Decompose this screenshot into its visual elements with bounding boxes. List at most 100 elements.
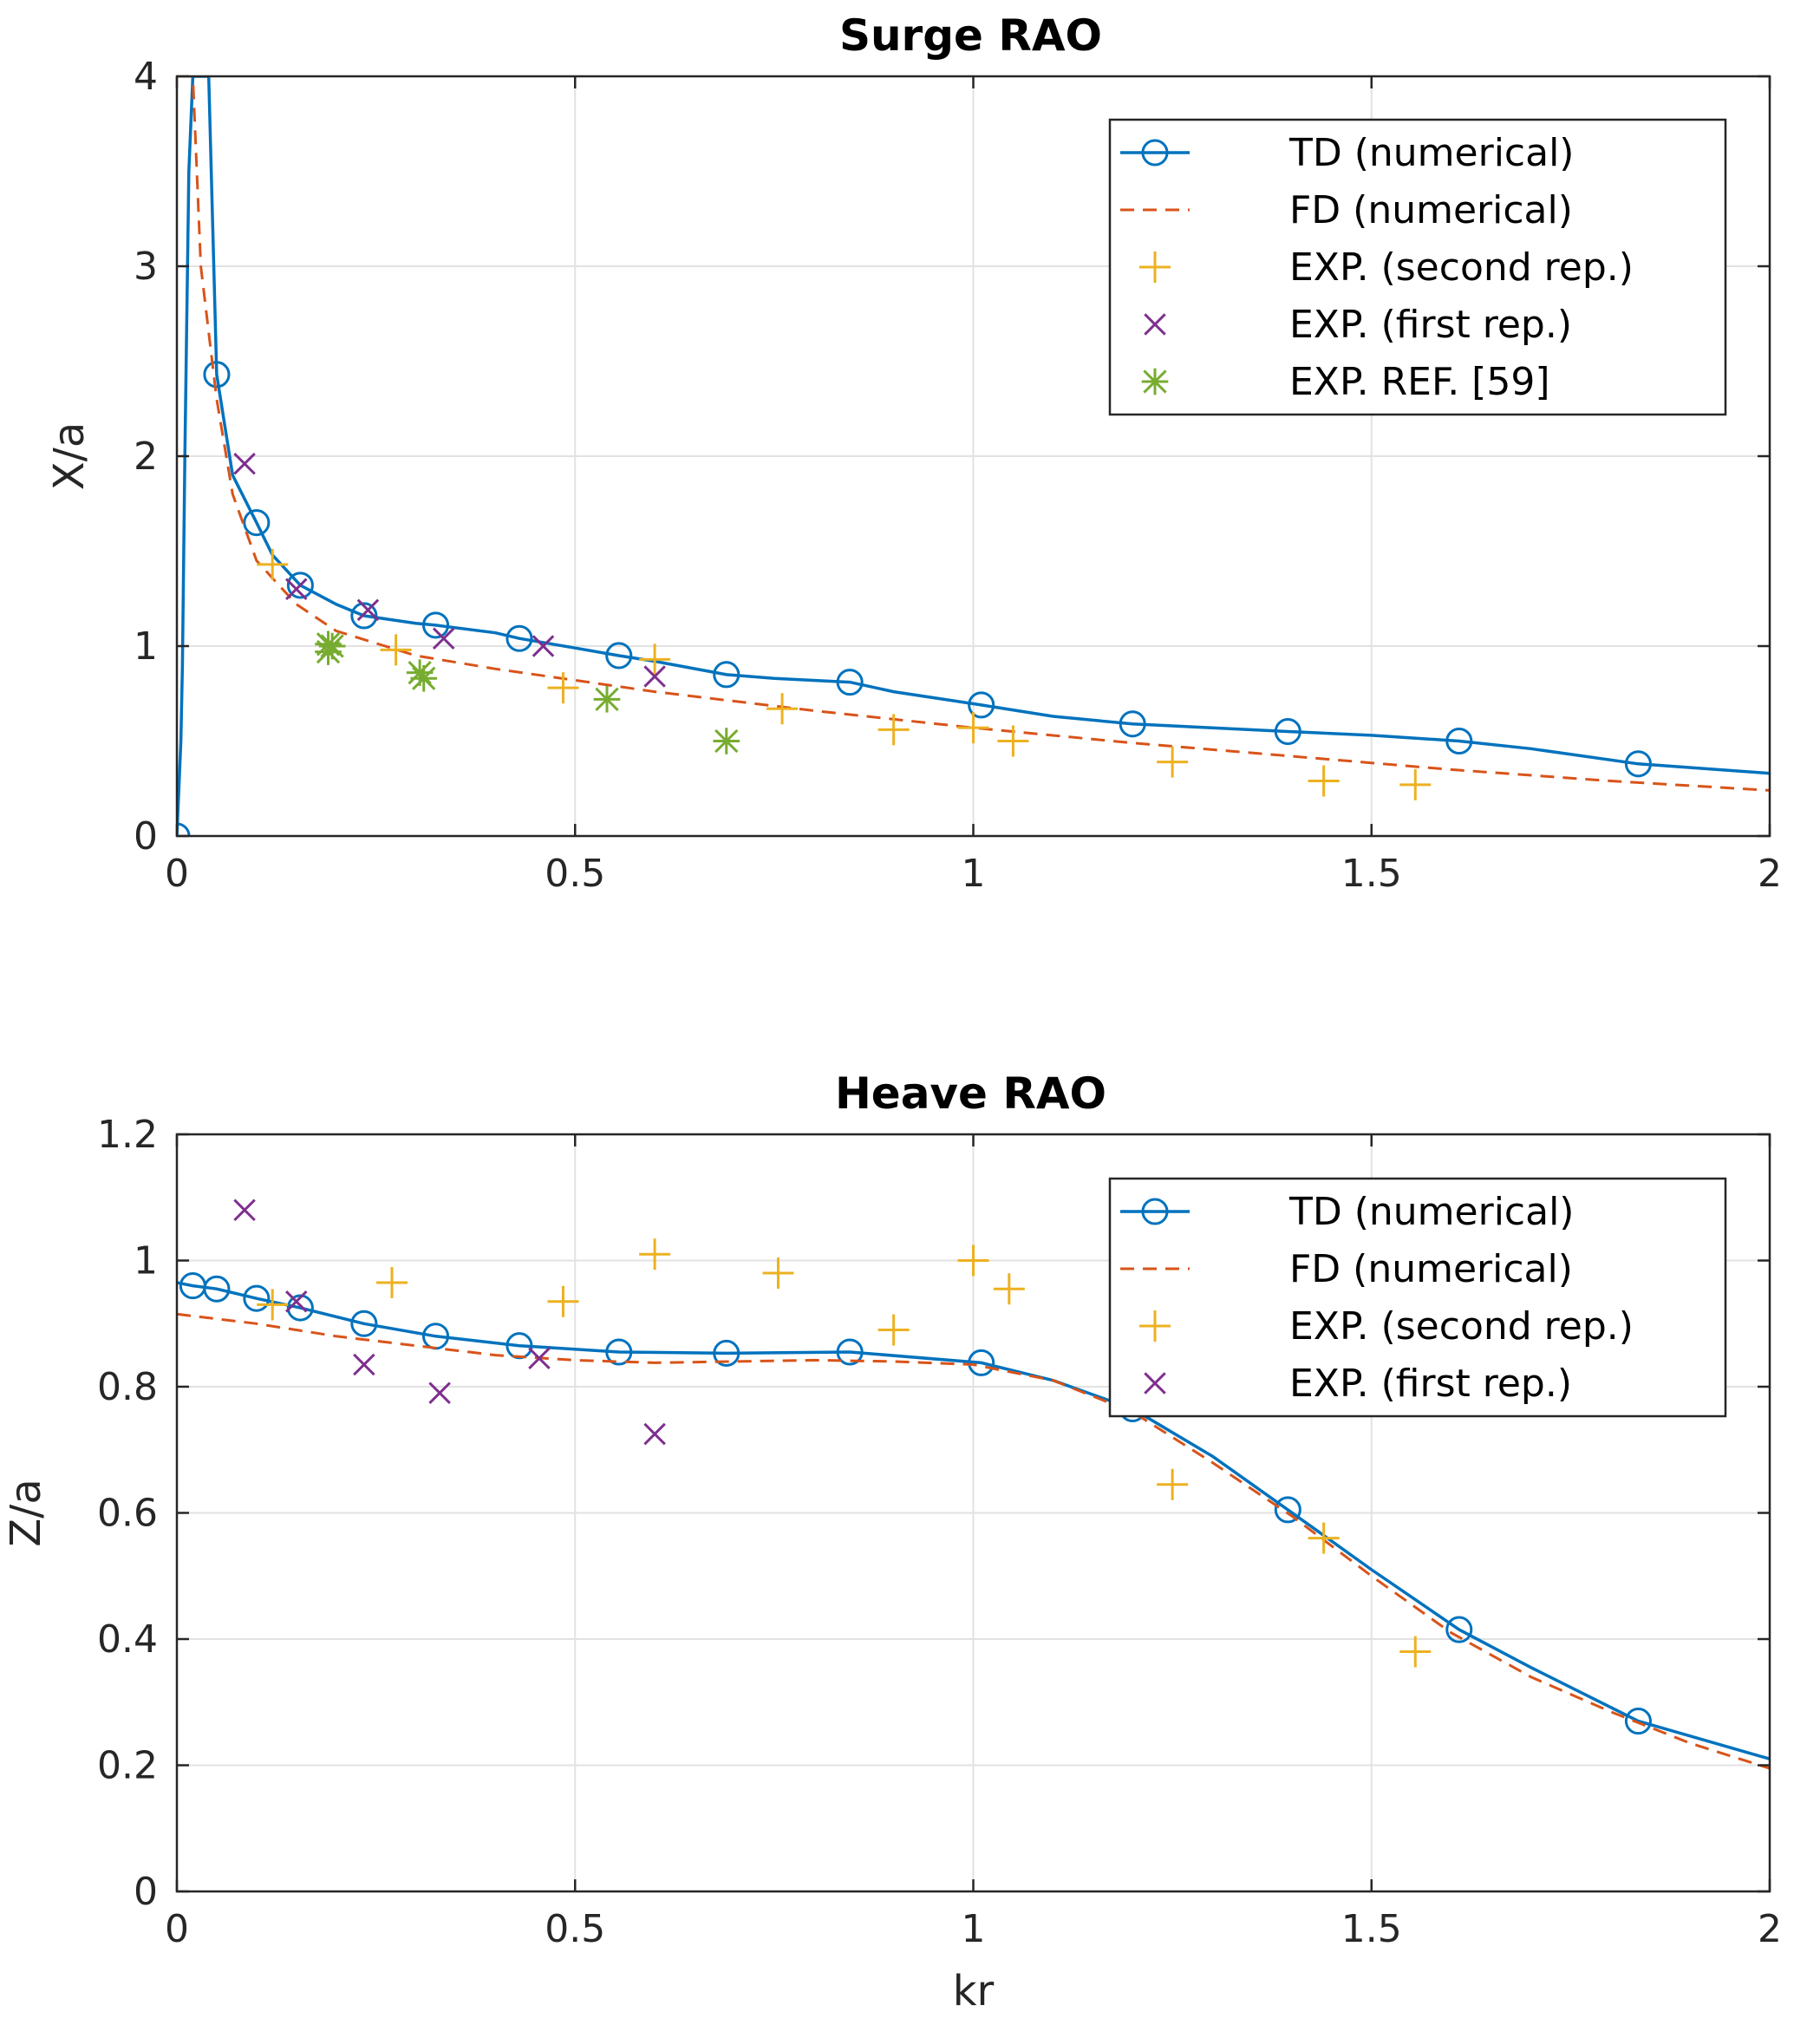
surge-exp_second-point (1308, 765, 1340, 797)
heave-series-exp_second (257, 1238, 1432, 1668)
surge-y-tick-label: 4 (134, 55, 158, 99)
surge-legend-label-exp_ref: EXP. REF. [59] (1289, 360, 1550, 404)
surge-legend-swatch-exp_ref (1141, 368, 1169, 395)
surge-exp_ref-point (713, 728, 740, 754)
heave-exp_second-point (257, 1289, 289, 1321)
surge-y-tick-label: 3 (134, 245, 158, 289)
surge-exp_first-point (643, 665, 666, 688)
surge-exp_first-point (432, 627, 455, 650)
surge-td-point (506, 624, 533, 652)
heave-exp_first-point (285, 1290, 308, 1313)
heave-plot-area (177, 1199, 1770, 1770)
heave-exp_first-point (428, 1382, 451, 1405)
heave-y-tick-label: 0.4 (97, 1617, 158, 1662)
heave-y-tick-label: 1.2 (97, 1113, 158, 1157)
heave-legend-item-exp_first: EXP. (first rep.) (1144, 1362, 1572, 1406)
heave-exp_second-point (375, 1266, 408, 1298)
surge-x-tick-label: 1 (962, 852, 986, 896)
surge-exp_first-point (285, 578, 308, 601)
heave-exp_first-point (353, 1353, 375, 1376)
heave-td-point (1274, 1496, 1301, 1524)
heave-exp_second-point (547, 1285, 579, 1317)
surge-y-tick-label: 1 (134, 624, 158, 669)
surge-legend-label-td: TD (numerical) (1288, 131, 1574, 175)
surge-exp_second-point (380, 634, 412, 666)
heave-td-point (713, 1339, 740, 1367)
heave-x-tick-label: 1 (962, 1907, 986, 1951)
heave-legend-swatch-exp_second (1139, 1310, 1171, 1342)
surge-td-point (203, 361, 231, 389)
surge-series-exp_ref (315, 630, 740, 754)
heave-exp_second-point (993, 1273, 1025, 1305)
heave-exp_second-point (957, 1244, 989, 1277)
heave-td-point (350, 1310, 378, 1337)
surge-y-tick-label: 2 (134, 434, 158, 479)
surge-x-tick-label: 1.5 (1341, 852, 1402, 896)
heave-exp_second-point (1308, 1522, 1340, 1554)
surge-title: Surge RAO (839, 10, 1102, 61)
heave-series-fd (177, 1312, 1770, 1770)
heave-x-tick-label: 1.5 (1341, 1907, 1402, 1951)
heave-rao-chart: 0 0.5 1 1.5 2 0 0.2 0.4 0.6 0.8 1 1.2 Heave RAO Z/a… (2, 1068, 1782, 2015)
heave-td-point (203, 1275, 231, 1303)
surge-td-point (605, 642, 633, 670)
surge-exp_ref-point (315, 638, 342, 665)
heave-fd-line (177, 1312, 1770, 1770)
heave-legend-item-fd: FD (numerical) (1120, 1247, 1573, 1291)
heave-td-point (968, 1349, 995, 1376)
heave-legend-label-fd: FD (numerical) (1289, 1247, 1573, 1291)
surge-exp_second-point (639, 643, 671, 676)
heave-legend-swatch-exp_first (1144, 1372, 1166, 1395)
heave-legend-swatch-td (1141, 1198, 1169, 1225)
surge-legend-swatch-exp_second (1139, 251, 1171, 283)
surge-td-point (1274, 718, 1301, 746)
surge-exp_second-point (547, 672, 579, 704)
surge-y-axis-label: X/a (45, 422, 94, 490)
heave-legend: TD (numerical) FD (numerical) EXP. (second… (1108, 1177, 1727, 1418)
surge-y-tick-label: 0 (134, 814, 158, 859)
surge-series-td (177, 76, 1770, 836)
heave-legend-label-exp_first: EXP. (first rep.) (1289, 1362, 1572, 1406)
surge-exp_second-point (766, 693, 799, 725)
surge-td-point (286, 572, 314, 599)
heave-exp_second-point (1157, 1468, 1189, 1500)
surge-exp_second-point (957, 712, 989, 744)
surge-rao-chart: 0 0.5 1 1.5 2 0 1 2 3 4 Surge RAO X/a TD (numeric… (45, 10, 1782, 896)
surge-td-point (1119, 710, 1146, 738)
heave-legend-label-exp_second: EXP. (second rep.) (1289, 1304, 1634, 1349)
surge-legend-label-fd: FD (numerical) (1289, 188, 1573, 232)
surge-td-point (1445, 727, 1473, 755)
surge-series-exp_second (257, 548, 1432, 800)
surge-exp_second-point (1157, 746, 1189, 778)
heave-y-tick-label: 0 (134, 1870, 158, 1914)
heave-legend-item-exp_second: EXP. (second rep.) (1139, 1304, 1634, 1349)
surge-exp_second-point (877, 714, 910, 746)
surge-td-point (243, 509, 271, 537)
heave-y-tick-label: 0.8 (97, 1365, 158, 1409)
surge-exp_ref-point (410, 664, 438, 692)
heave-exp_second-point (1399, 1636, 1432, 1668)
surge-exp_first-point (233, 452, 256, 475)
surge-legend-label-exp_second: EXP. (second rep.) (1289, 245, 1634, 290)
surge-legend-label-exp_first: EXP. (first rep.) (1289, 303, 1572, 347)
heave-x-axis-label: kr (953, 1967, 995, 2015)
heave-x-tick-label: 2 (1758, 1907, 1782, 1951)
surge-td-point (836, 669, 864, 696)
heave-legend-item-td: TD (numerical) (1120, 1190, 1574, 1234)
heave-td-point (836, 1338, 864, 1366)
surge-x-tick-label: 0 (165, 852, 189, 896)
surge-td-point (350, 602, 378, 630)
surge-fd-line (179, 76, 1770, 792)
surge-exp_second-point (997, 725, 1029, 757)
heave-y-tick-label: 0.2 (97, 1744, 158, 1788)
heave-td-point (286, 1294, 314, 1322)
surge-td-point (968, 691, 995, 719)
heave-td-point (243, 1284, 271, 1312)
surge-legend-item-exp_first: EXP. (first rep.) (1144, 303, 1572, 347)
surge-legend-item-exp_second: EXP. (second rep.) (1139, 245, 1634, 290)
surge-x-tick-label: 2 (1758, 852, 1782, 896)
heave-title: Heave RAO (835, 1068, 1106, 1119)
heave-legend-box (1108, 1177, 1727, 1418)
heave-td-point (605, 1338, 633, 1366)
